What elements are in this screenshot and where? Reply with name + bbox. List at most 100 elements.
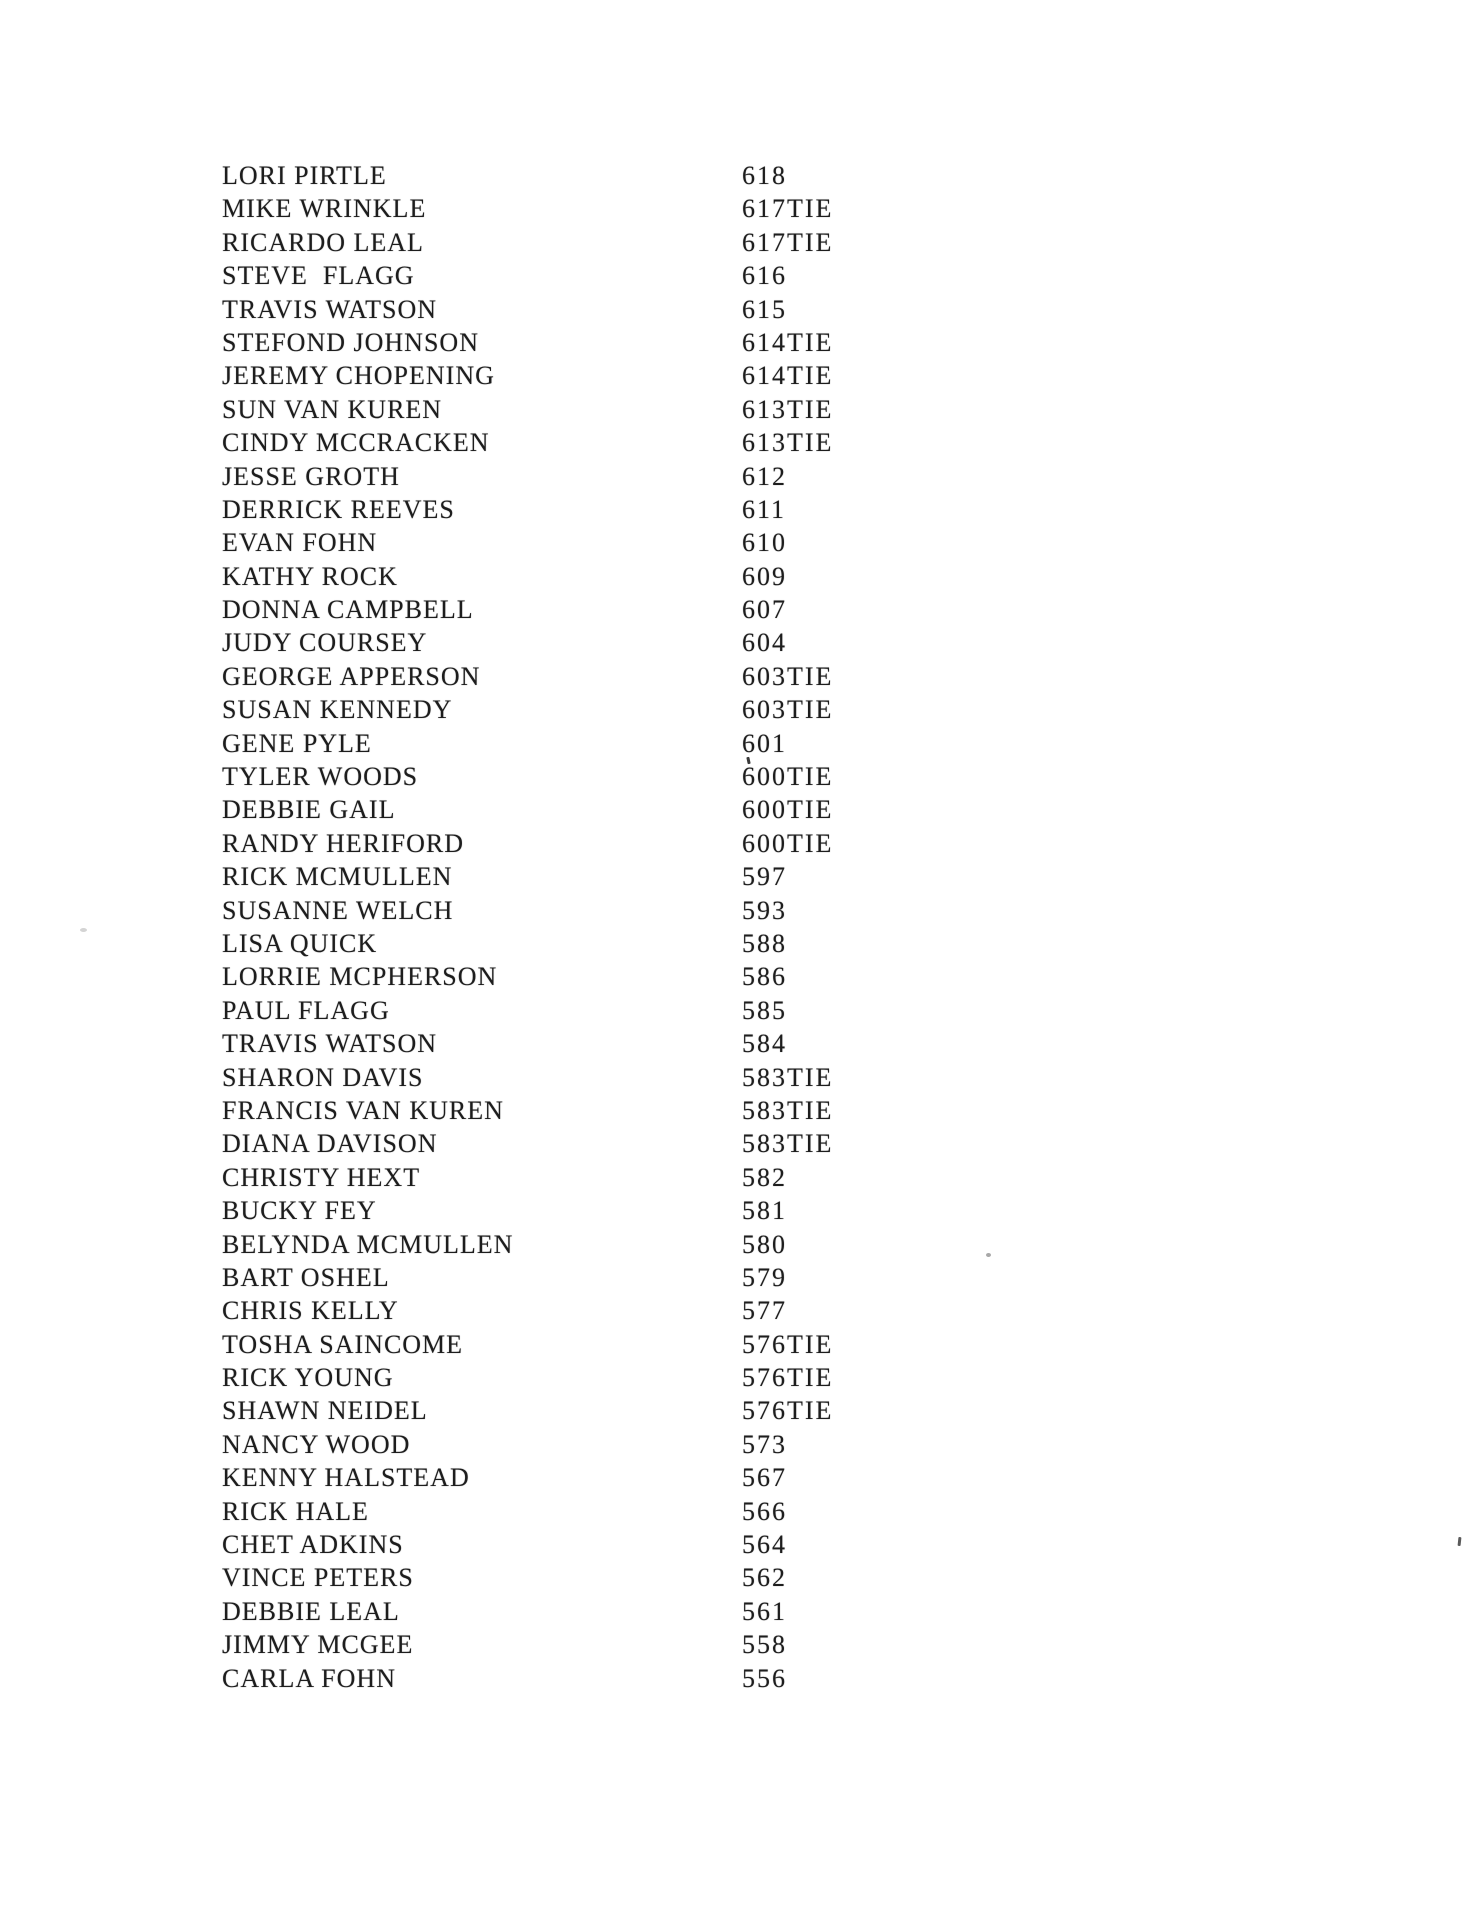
score-row: BELYNDA MCMULLEN 580 bbox=[222, 1228, 1122, 1261]
score-row: SHAWN NEIDEL 576TIE bbox=[222, 1394, 1122, 1427]
score-list: LORI PIRTLE 618 MIKE WRINKLE 617TIE RICARDO … bbox=[222, 159, 1122, 1695]
player-name: BELYNDA MCMULLEN bbox=[222, 1229, 514, 1259]
player-name: CHRISTY HEXT bbox=[222, 1162, 421, 1192]
score-row: CARLA FOHN 556 bbox=[222, 1662, 1122, 1695]
player-name: RICK YOUNG bbox=[222, 1363, 394, 1393]
player-name: BUCKY FEY bbox=[222, 1196, 377, 1226]
player-name: LISA QUICK bbox=[222, 928, 378, 958]
score-row: DERRICK REEVES 611 bbox=[222, 493, 1122, 526]
player-name: DEBBIE GAIL bbox=[222, 795, 396, 825]
player-name: SUN VAN KUREN bbox=[222, 394, 443, 424]
player-score: 585 bbox=[742, 995, 787, 1025]
score-row: DIANA DAVISON 583TIE bbox=[222, 1127, 1122, 1160]
score-row: TRAVIS WATSON 584 bbox=[222, 1027, 1122, 1060]
player-name: RICARDO LEAL bbox=[222, 227, 424, 257]
score-row: LORRIE MCPHERSON 586 bbox=[222, 960, 1122, 993]
player-score: 583TIE bbox=[742, 1095, 834, 1125]
player-score: 561 bbox=[742, 1596, 787, 1626]
score-row: BART OSHEL 579 bbox=[222, 1261, 1122, 1294]
player-name: STEVE FLAGG bbox=[222, 261, 415, 291]
player-score: 610 bbox=[742, 528, 787, 558]
score-row: RANDY HERIFORD 600TIE bbox=[222, 827, 1122, 860]
player-score: 604 bbox=[742, 628, 787, 658]
player-name: CINDY MCCRACKEN bbox=[222, 428, 490, 458]
score-row: KENNY HALSTEAD 567 bbox=[222, 1461, 1122, 1494]
player-score: 581 bbox=[742, 1196, 787, 1226]
score-row: GEORGE APPERSON 603TIE bbox=[222, 660, 1122, 693]
player-name: SHARON DAVIS bbox=[222, 1062, 424, 1092]
player-name: JIMMY MCGEE bbox=[222, 1630, 414, 1660]
player-score: 562 bbox=[742, 1563, 787, 1593]
player-name: CARLA FOHN bbox=[222, 1663, 396, 1693]
player-score: 612 bbox=[742, 461, 787, 491]
player-name: FRANCIS VAN KUREN bbox=[222, 1095, 504, 1125]
score-row: GENE PYLE 601 bbox=[222, 727, 1122, 760]
score-row: JEREMY CHOPENING 614TIE bbox=[222, 359, 1122, 392]
player-name: JUDY COURSEY bbox=[222, 628, 428, 658]
score-row: FRANCIS VAN KUREN 583TIE bbox=[222, 1094, 1122, 1127]
player-name: VINCE PETERS bbox=[222, 1563, 414, 1593]
player-score: 576TIE bbox=[742, 1363, 834, 1393]
player-name: JEREMY CHOPENING bbox=[222, 361, 495, 391]
player-score: 576TIE bbox=[742, 1396, 834, 1426]
player-name: RICK MCMULLEN bbox=[222, 862, 453, 892]
score-row: RICARDO LEAL 617TIE bbox=[222, 226, 1122, 259]
score-row: LISA QUICK 588 bbox=[222, 927, 1122, 960]
score-row: SUN VAN KUREN 613TIE bbox=[222, 393, 1122, 426]
player-name: TRAVIS WATSON bbox=[222, 1029, 438, 1059]
score-row: PAUL FLAGG 585 bbox=[222, 994, 1122, 1027]
player-name: DIANA DAVISON bbox=[222, 1129, 438, 1159]
player-name: JESSE GROTH bbox=[222, 461, 400, 491]
player-score: 600TIE bbox=[742, 762, 834, 792]
player-name: CHET ADKINS bbox=[222, 1530, 404, 1560]
player-score: 593 bbox=[742, 895, 787, 925]
score-row: MIKE WRINKLE 617TIE bbox=[222, 192, 1122, 225]
player-score: 573 bbox=[742, 1429, 787, 1459]
player-score: 586 bbox=[742, 962, 787, 992]
player-score: 617TIE bbox=[742, 194, 834, 224]
score-row: EVAN FOHN 610 bbox=[222, 526, 1122, 559]
player-score: 582 bbox=[742, 1162, 787, 1192]
player-name: PAUL FLAGG bbox=[222, 995, 390, 1025]
score-row: SHARON DAVIS 583TIE bbox=[222, 1061, 1122, 1094]
player-score: 603TIE bbox=[742, 661, 834, 691]
player-name: DEBBIE LEAL bbox=[222, 1596, 400, 1626]
player-score: 613TIE bbox=[742, 428, 834, 458]
player-score: 618 bbox=[742, 161, 787, 190]
player-name: LORRIE MCPHERSON bbox=[222, 962, 498, 992]
player-name: EVAN FOHN bbox=[222, 528, 378, 558]
score-row: CHRISTY HEXT 582 bbox=[222, 1161, 1122, 1194]
score-row: NANCY WOOD 573 bbox=[222, 1428, 1122, 1461]
player-score: 609 bbox=[742, 561, 787, 591]
player-name: MIKE WRINKLE bbox=[222, 194, 427, 224]
player-name: GEORGE APPERSON bbox=[222, 661, 481, 691]
player-score: 614TIE bbox=[742, 327, 834, 357]
player-name: SHAWN NEIDEL bbox=[222, 1396, 428, 1426]
player-name: SUSANNE WELCH bbox=[222, 895, 454, 925]
score-row: JUDY COURSEY 604 bbox=[222, 626, 1122, 659]
score-row: CHET ADKINS 564 bbox=[222, 1528, 1122, 1561]
player-score: 564 bbox=[742, 1530, 787, 1560]
player-name: KENNY HALSTEAD bbox=[222, 1463, 470, 1493]
score-row: SUSAN KENNEDY 603TIE bbox=[222, 693, 1122, 726]
player-score: 597 bbox=[742, 862, 787, 892]
score-row: JIMMY MCGEE 558 bbox=[222, 1628, 1122, 1661]
player-name: SUSAN KENNEDY bbox=[222, 695, 453, 725]
score-row: STEFOND JOHNSON 614TIE bbox=[222, 326, 1122, 359]
score-row: TOSHA SAINCOME 576TIE bbox=[222, 1328, 1122, 1361]
player-score: 617TIE bbox=[742, 227, 834, 257]
player-score: 580 bbox=[742, 1229, 787, 1259]
player-score: 577 bbox=[742, 1296, 787, 1326]
score-row: RICK YOUNG 576TIE bbox=[222, 1361, 1122, 1394]
player-score: 607 bbox=[742, 595, 787, 625]
player-name: TOSHA SAINCOME bbox=[222, 1329, 464, 1359]
score-row: VINCE PETERS 562 bbox=[222, 1561, 1122, 1594]
player-name: BART OSHEL bbox=[222, 1262, 390, 1292]
player-name: TRAVIS WATSON bbox=[222, 294, 438, 324]
score-row: LORI PIRTLE 618 bbox=[222, 159, 1122, 192]
player-name: RICK HALE bbox=[222, 1496, 369, 1526]
score-row: KATHY ROCK 609 bbox=[222, 560, 1122, 593]
player-score: 556 bbox=[742, 1663, 787, 1693]
player-score: 583TIE bbox=[742, 1062, 834, 1092]
